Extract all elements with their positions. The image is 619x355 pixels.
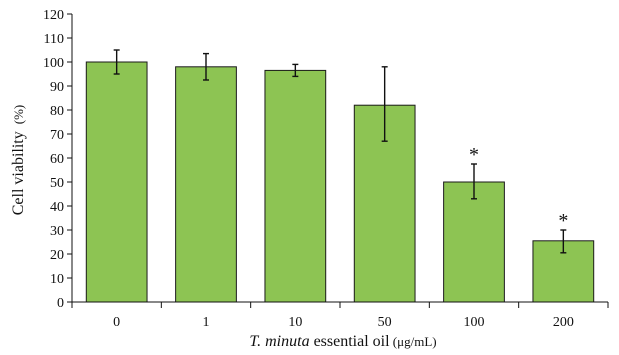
- y-tick-label: 110: [44, 32, 64, 47]
- y-tick-label: 50: [50, 176, 64, 191]
- y-tick-label: 30: [50, 224, 64, 239]
- y-axis-title-unit: (%): [11, 105, 26, 125]
- x-axis-title-italic: T. minuta: [249, 333, 309, 350]
- x-tick-label: 200: [553, 315, 574, 330]
- y-tick-label: 60: [50, 152, 64, 167]
- y-axis-ticks: 0 10 20 30 40 50 60 70 80 90 100 110 120: [43, 8, 72, 311]
- bar-100: [443, 181, 505, 303]
- significance-star: *: [558, 210, 568, 232]
- x-axis-title-rest: essential oil: [310, 333, 391, 350]
- y-tick-label: 0: [57, 296, 64, 311]
- error-bar-0: [113, 49, 120, 75]
- x-tick-label: 0: [113, 315, 120, 330]
- x-axis-title-unit: (μg/mL): [390, 334, 437, 349]
- y-tick-label: 120: [43, 8, 64, 23]
- error-bar-200: [560, 229, 567, 254]
- y-tick-label: 20: [50, 248, 64, 263]
- x-tick-label: 100: [464, 315, 485, 330]
- error-bar-50: [381, 66, 388, 142]
- y-axis-title: Cell viability (%): [10, 105, 27, 216]
- error-bar-10: [292, 63, 299, 78]
- x-tick-label: 1: [203, 315, 210, 330]
- error-bars: [113, 49, 567, 254]
- y-tick-label: 10: [50, 272, 64, 287]
- significance-markers: **: [469, 144, 568, 232]
- bar-10: [264, 69, 327, 303]
- bar-1: [175, 66, 237, 303]
- y-tick-label: 100: [43, 56, 64, 71]
- bars: [85, 61, 595, 303]
- x-axis-ticks: 0 1 10 50 100 200: [71, 302, 609, 330]
- y-tick-label: 90: [50, 80, 64, 95]
- bar-0: [85, 61, 148, 303]
- y-tick-label: 80: [50, 104, 64, 119]
- x-tick-label: 10: [288, 315, 302, 330]
- x-axis-title: T. minuta essential oil (μg/mL): [249, 333, 436, 350]
- error-bar-1: [203, 52, 209, 81]
- y-tick-label: 70: [50, 128, 64, 143]
- significance-star: *: [469, 144, 479, 166]
- x-tick-label: 50: [378, 315, 392, 330]
- error-bar-100: [471, 163, 477, 200]
- y-axis-title-text: Cell viability: [10, 131, 27, 215]
- y-tick-label: 40: [50, 200, 64, 215]
